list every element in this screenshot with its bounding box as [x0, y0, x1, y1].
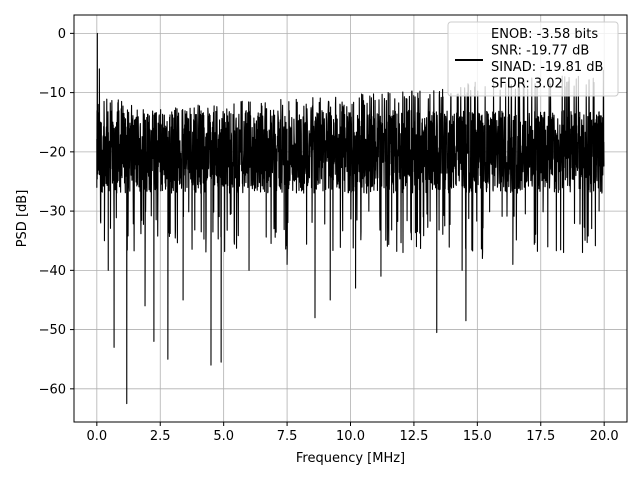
series-layer: [96, 32, 605, 405]
y-tick-label: −30: [39, 205, 66, 220]
x-tick-label: 5.0: [213, 429, 234, 444]
y-tick-label: −60: [39, 382, 66, 397]
x-tick-label: 15.0: [463, 429, 492, 444]
legend-text-sinad: SINAD: -19.81 dB: [491, 60, 603, 75]
legend-text-sfdr: SFDR: 3.02: [491, 77, 563, 92]
x-tick-label: 10.0: [336, 429, 365, 444]
x-tick-label: 20.0: [590, 429, 619, 444]
x-tick-label: 12.5: [399, 429, 428, 444]
x-ticks: 0.0 2.5 5.0 7.5 10.0 12.5 15.0 17.5 20.0: [86, 422, 619, 444]
y-tick-label: −20: [39, 145, 66, 160]
x-tick-label: 7.5: [277, 429, 298, 444]
legend: ENOB: -3.58 bits SNR: -19.77 dB SINAD: -…: [447, 21, 619, 97]
x-tick-label: 17.5: [526, 429, 555, 444]
y-axis-label: PSD [dB]: [15, 190, 30, 248]
legend-text-enob: ENOB: -3.58 bits: [491, 27, 598, 42]
y-tick-label: −40: [39, 264, 66, 279]
x-axis-label: Frequency [MHz]: [296, 451, 405, 466]
y-tick-label: −10: [39, 86, 66, 101]
psd-series-line: [96, 32, 605, 405]
y-ticks: 0 −10 −20 −30 −40 −50 −60: [39, 27, 74, 397]
legend-box: [447, 21, 619, 97]
x-tick-label: 0.0: [86, 429, 107, 444]
y-tick-label: 0: [58, 27, 66, 42]
legend-text-snr: SNR: -19.77 dB: [491, 44, 589, 59]
y-tick-label: −50: [39, 323, 66, 338]
x-tick-label: 2.5: [150, 429, 171, 444]
